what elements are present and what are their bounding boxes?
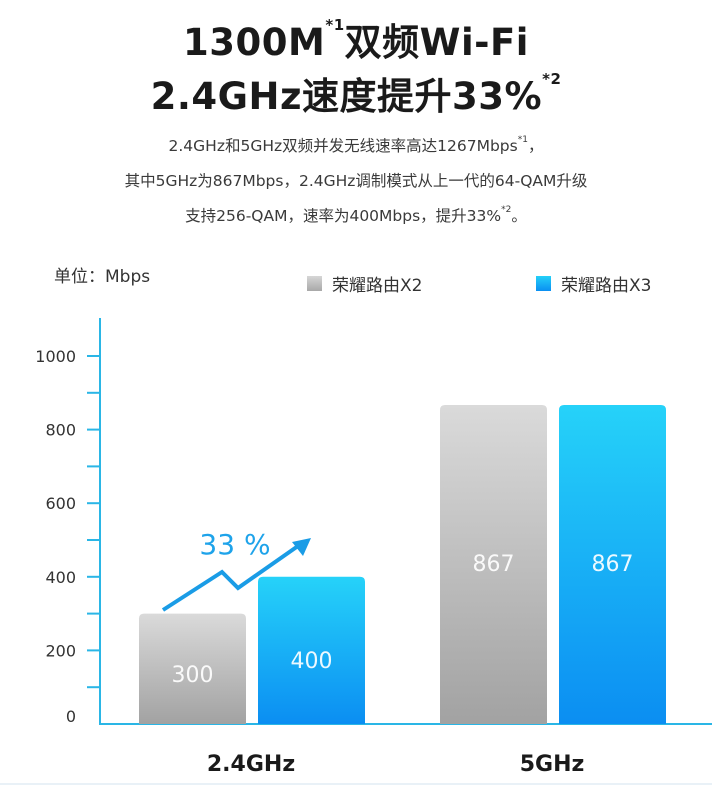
headline-line-1: 1300M*1双频Wi-Fi [183,16,529,64]
bottom-divider [0,783,712,785]
y-tick-label: 600 [45,494,76,513]
bar-value-label: 300 [172,663,214,688]
legend-swatch-x2 [307,276,322,291]
growth-arrow-head [292,538,311,556]
legend-item-x3: 荣耀路由X3 [536,271,651,296]
legend-label-x3: 荣耀路由X3 [561,276,652,296]
unit-label: 单位：Mbps [54,267,151,287]
legend-label-x2: 荣耀路由X2 [332,276,423,296]
footnote-mark: *2 [501,205,512,215]
bar-x2-1 [440,404,547,724]
category-label-2-4ghz: 2.4GHz [206,752,296,777]
y-tick-label: 200 [45,641,76,660]
footnote-mark: *1 [325,16,345,34]
legend-item-x2: 荣耀路由X2 [307,271,422,296]
bar-value-label: 867 [592,552,634,577]
description-line-2: 其中5GHz为867Mbps，2.4GHz调制模式从上一代的64-QAM升级 [124,172,588,190]
growth-arrow-line [161,544,300,612]
legend-swatch-x3 [536,276,551,291]
bar-chart: 0 200 400 600 800 1000 300 867 400 867 33 % [35,318,712,726]
y-tick-label: 0 [66,707,76,726]
y-tick-label: 1000 [35,347,76,366]
footnote-mark: *1 [517,135,528,145]
footnote-mark: *2 [542,70,562,88]
bar-value-label: 400 [291,649,333,674]
description-line-1: 2.4GHz和5GHz双频并发无线速率高达1267Mbps*1， [168,135,544,155]
headline-line-2: 2.4GHz速度提升33%*2 [150,70,562,118]
bar-x3-0 [258,576,365,724]
bar-x3-1 [559,404,666,724]
growth-annotation: 33 % [199,528,270,561]
y-tick-label: 800 [45,421,76,440]
bar-x2-0 [139,613,246,724]
description-line-3: 支持256-QAM，速率为400Mbps，提升33%*2。 [185,205,527,225]
bar-value-label: 867 [473,552,515,577]
category-label-5ghz: 5GHz [519,752,585,777]
y-tick-label: 400 [45,568,76,587]
